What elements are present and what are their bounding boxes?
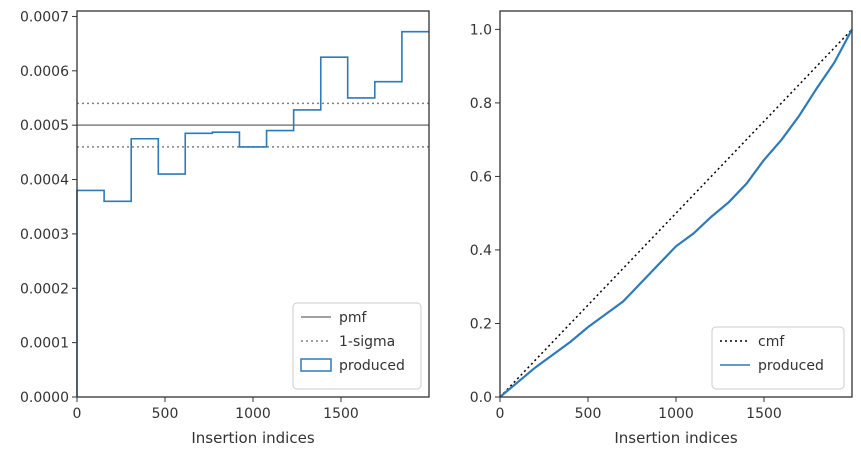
right-ytick-label: 0.4 (470, 243, 492, 259)
left-x-axis-label: Insertion indices (191, 429, 314, 447)
right-xtick-label: 0 (496, 406, 505, 422)
left-chart: 0.0000 0.0001 0.0002 0.0003 0.0004 0.0005 0.00… (20, 9, 430, 447)
right-chart: 0.0 0.2 0.4 0.6 0.8 1.0 0 500 1000 1500 Insertion … (470, 10, 853, 447)
left-ytick-label: 0.0002 (20, 281, 69, 297)
right-xtick-label: 500 (575, 406, 602, 422)
left-xtick-label: 500 (152, 406, 179, 422)
right-ytick-label: 0.2 (470, 316, 492, 332)
left-ytick-label: 0.0000 (20, 390, 69, 406)
right-legend-label-cmf: cmf (758, 334, 785, 350)
left-ytick-label: 0.0001 (20, 336, 69, 352)
left-ytick-label: 0.0004 (20, 173, 69, 189)
left-produced-step-line (76, 30, 429, 397)
left-legend-label-1-sigma: 1-sigma (339, 334, 395, 350)
right-produced-line (499, 28, 853, 398)
right-ytick-label: 0.8 (470, 96, 492, 112)
left-ytick-label: 0.0007 (20, 9, 69, 25)
left-ytick-label: 0.0005 (20, 118, 69, 134)
right-ytick-label: 0.6 (470, 169, 492, 185)
left-xtick-label: 1000 (235, 406, 271, 422)
right-ytick-label: 0.0 (470, 390, 492, 406)
right-plot-frame (499, 10, 853, 398)
right-legend (711, 326, 845, 390)
left-ytick-label: 0.0003 (20, 227, 69, 243)
left-legend-label-pmf: pmf (339, 310, 368, 326)
left-legend-produced-swatch (300, 358, 332, 372)
right-x-axis-label: Insertion indices (614, 429, 737, 447)
left-plot-frame (76, 10, 430, 398)
right-ytick-label: 1.0 (470, 22, 492, 38)
right-legend-label-produced: produced (758, 358, 824, 374)
right-xtick-label: 1000 (658, 406, 694, 422)
left-legend (292, 302, 422, 390)
right-xtick-label: 1500 (746, 406, 782, 422)
left-xtick-label: 0 (73, 406, 82, 422)
left-xtick-label: 1500 (323, 406, 359, 422)
left-legend-label-produced: produced (339, 358, 405, 374)
left-ytick-label: 0.0006 (20, 64, 69, 80)
